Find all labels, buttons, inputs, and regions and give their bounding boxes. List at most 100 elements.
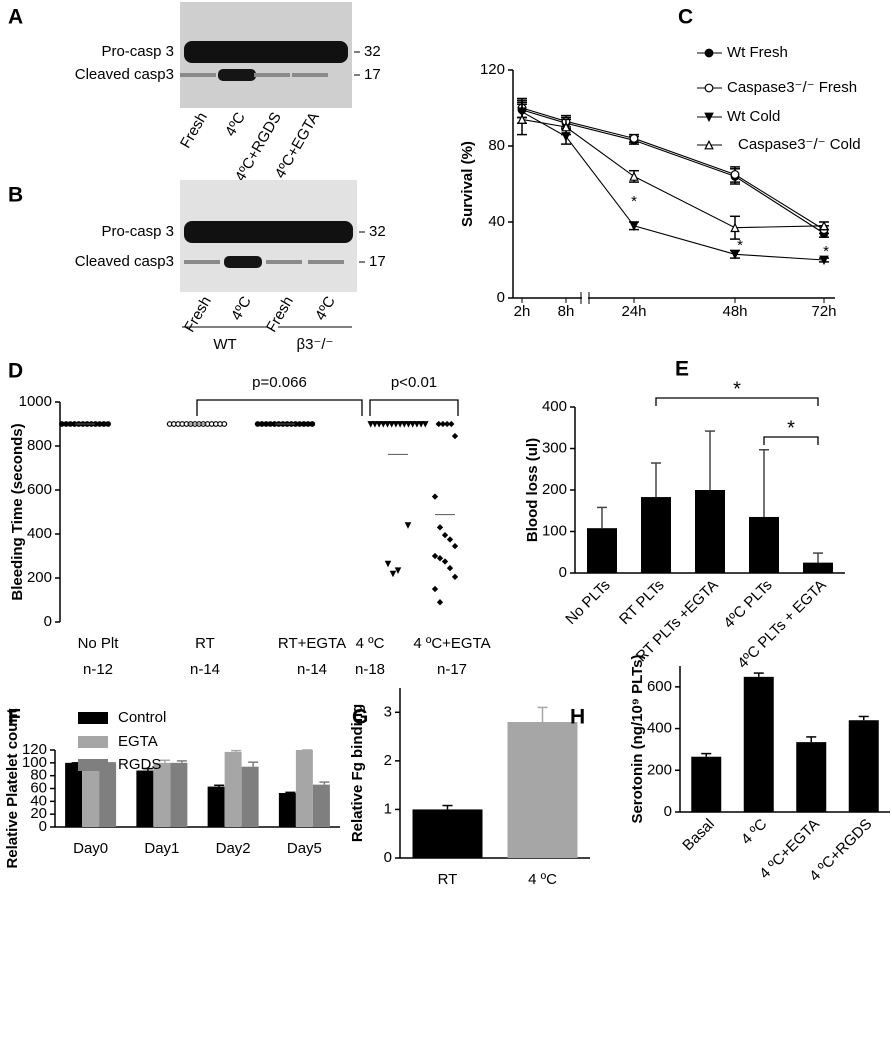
y-tick-label: 2: [384, 752, 392, 769]
bar: [743, 676, 774, 812]
bar: [412, 809, 483, 858]
row-label: Cleaved casp3: [75, 66, 174, 83]
x-tick-label: RT: [195, 635, 215, 652]
marker: [451, 432, 459, 440]
marker: [388, 421, 395, 428]
mw-label: 17: [369, 253, 386, 270]
legend-label: RGDS: [118, 756, 161, 773]
panel-letter: D: [8, 360, 23, 383]
x-tick-label: Day0: [73, 840, 108, 857]
annotation: *: [733, 378, 741, 400]
band: [254, 73, 290, 77]
y-tick-label: 40: [488, 213, 505, 230]
y-tick-label: 0: [664, 803, 672, 820]
y-axis-label: Relative Fg binding: [349, 704, 366, 842]
y-tick-label: 80: [488, 137, 505, 154]
y-tick-label: 80: [30, 767, 47, 784]
y-tick-label: 120: [480, 61, 505, 78]
legend-label: EGTA: [118, 733, 158, 750]
n-label: n-17: [437, 661, 467, 678]
bracket: [655, 397, 819, 406]
mw-label: 32: [369, 223, 386, 240]
marker: [441, 558, 449, 565]
marker: [629, 171, 639, 181]
x-tick-label: Day2: [216, 840, 251, 857]
y-tick-label: 1000: [19, 393, 52, 410]
band: [184, 260, 220, 264]
marker: [819, 255, 829, 266]
y-tick-label: 0: [384, 849, 392, 866]
group-label: β3⁻/⁻: [297, 336, 334, 353]
y-tick-label: 600: [647, 678, 672, 695]
marker: [409, 421, 416, 428]
marker: [404, 522, 412, 529]
marker: [431, 493, 439, 500]
x-tick-label: Basal: [679, 816, 718, 855]
bar: [99, 762, 117, 827]
marker: [629, 221, 639, 231]
marker: [436, 599, 444, 606]
x-tick-label: RT: [438, 871, 458, 888]
marker: [435, 420, 442, 428]
lane-label: Fresh: [263, 293, 297, 335]
x-tick-label: 8h: [558, 303, 575, 320]
marker: [704, 112, 714, 123]
marker: [443, 420, 451, 428]
n-label: n-14: [297, 661, 327, 678]
legend-label: Wt Fresh: [727, 44, 788, 61]
x-tick-label: Day5: [287, 840, 322, 857]
marker: [105, 421, 111, 427]
marker: [439, 420, 447, 428]
y-tick-label: 400: [647, 720, 672, 737]
band: [184, 41, 348, 63]
lane-label: 4ºC: [312, 293, 339, 323]
band: [180, 73, 216, 77]
bar: [136, 770, 154, 827]
x-tick-label: No Plt: [78, 635, 120, 652]
annotation: *: [787, 417, 795, 439]
x-tick-label: No PLTs: [562, 577, 613, 628]
bar: [691, 756, 722, 812]
legend-label: Caspase3⁻/⁻ Fresh: [727, 79, 857, 96]
annotation: p<0.01: [391, 374, 437, 391]
y-tick-label: 40: [30, 792, 47, 809]
x-tick-label: 48h: [722, 303, 747, 320]
y-tick-label: 3: [384, 703, 392, 720]
marker: [517, 114, 527, 124]
x-tick-label: 4 ºC: [738, 816, 771, 849]
marker: [431, 552, 439, 560]
n-label: n-18: [355, 661, 385, 678]
marker: [448, 420, 455, 428]
y-axis-label: Serotonin (ng/10⁹ PLTs): [629, 654, 646, 823]
y-tick-label: 400: [542, 398, 567, 415]
row-label: Pro-casp 3: [101, 223, 174, 240]
panel-letter: A: [8, 6, 23, 29]
panel-letter: F: [8, 706, 21, 729]
marker: [367, 421, 374, 428]
marker: [380, 421, 387, 428]
marker: [730, 170, 740, 179]
bar: [848, 720, 879, 812]
bar: [153, 762, 171, 827]
y-tick-label: 100: [22, 754, 47, 771]
marker: [451, 542, 459, 550]
row-label: Pro-casp 3: [101, 43, 174, 60]
bar: [803, 562, 833, 573]
marker: [221, 421, 228, 427]
marker: [730, 222, 740, 233]
panel-letter: B: [8, 184, 23, 207]
bar: [749, 516, 779, 573]
marker: [401, 421, 408, 428]
marker: [405, 421, 412, 428]
y-tick-label: 0: [44, 613, 52, 630]
marker: [384, 421, 391, 428]
bar: [170, 762, 188, 827]
annotation: *: [631, 193, 637, 210]
legend-label: Control: [118, 709, 166, 726]
x-tick-label: Day1: [144, 840, 179, 857]
panel-letter: E: [675, 358, 689, 381]
bar: [507, 722, 578, 858]
marker: [413, 421, 421, 428]
mw-label: 32: [364, 43, 381, 60]
